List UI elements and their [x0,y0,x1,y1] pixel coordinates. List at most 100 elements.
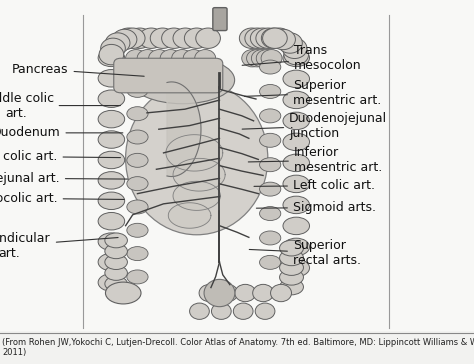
Ellipse shape [127,200,148,214]
Ellipse shape [195,50,216,67]
Ellipse shape [190,303,210,319]
Ellipse shape [267,28,292,48]
Ellipse shape [263,28,287,48]
Ellipse shape [261,28,286,48]
Ellipse shape [283,91,310,108]
Ellipse shape [98,90,125,107]
Ellipse shape [150,28,175,48]
Ellipse shape [256,50,277,67]
Ellipse shape [105,282,141,304]
Ellipse shape [98,233,125,250]
Ellipse shape [260,109,281,123]
Ellipse shape [260,182,281,196]
Text: Pancreas: Pancreas [12,63,144,76]
Polygon shape [173,158,225,191]
Ellipse shape [127,247,148,261]
Ellipse shape [283,175,310,193]
Ellipse shape [255,303,275,319]
Ellipse shape [211,303,231,319]
Polygon shape [168,203,211,228]
Ellipse shape [98,70,125,87]
Ellipse shape [105,255,128,269]
Ellipse shape [130,56,235,104]
Ellipse shape [105,244,128,259]
Ellipse shape [245,28,270,48]
Ellipse shape [162,28,186,48]
Ellipse shape [283,70,310,88]
Ellipse shape [172,50,192,67]
Ellipse shape [253,284,273,302]
Ellipse shape [98,131,125,148]
Ellipse shape [256,28,281,48]
Ellipse shape [105,276,128,291]
Ellipse shape [242,50,263,67]
Ellipse shape [271,29,295,50]
Ellipse shape [127,130,148,144]
Ellipse shape [98,253,125,271]
Ellipse shape [283,217,310,235]
Ellipse shape [98,151,125,169]
Text: Iliocolic art.: Iliocolic art. [0,192,124,205]
Text: Inferior
mesentric art.: Inferior mesentric art. [248,146,382,174]
Ellipse shape [149,50,170,67]
Ellipse shape [116,28,141,48]
Ellipse shape [271,284,292,302]
Ellipse shape [283,154,310,171]
Ellipse shape [246,50,267,67]
Ellipse shape [260,60,281,74]
Ellipse shape [120,28,145,48]
Ellipse shape [283,133,310,151]
Ellipse shape [127,153,148,167]
Ellipse shape [99,44,124,65]
Ellipse shape [127,83,148,97]
Ellipse shape [283,259,310,277]
Ellipse shape [250,28,275,48]
Ellipse shape [204,280,235,306]
Ellipse shape [127,223,148,237]
Text: Trans
mesocolon: Trans mesocolon [242,44,362,72]
Ellipse shape [280,269,303,285]
FancyBboxPatch shape [213,8,227,31]
Ellipse shape [260,84,281,98]
Ellipse shape [98,172,125,189]
Ellipse shape [260,133,281,147]
Ellipse shape [280,250,303,266]
Ellipse shape [284,44,309,65]
Ellipse shape [127,177,148,191]
Polygon shape [173,181,220,210]
Ellipse shape [184,28,209,48]
Ellipse shape [112,29,137,50]
Ellipse shape [260,256,281,269]
Ellipse shape [105,33,130,53]
Ellipse shape [139,28,164,48]
Ellipse shape [233,303,253,319]
Ellipse shape [283,112,310,130]
Ellipse shape [280,240,303,256]
Polygon shape [166,135,223,171]
Ellipse shape [261,50,282,67]
Text: Superior
rectal arts.: Superior rectal arts. [249,239,361,267]
Text: Middle colic
art.: Middle colic art. [0,92,120,119]
Ellipse shape [278,33,302,53]
Ellipse shape [127,107,148,121]
Ellipse shape [127,270,148,284]
Ellipse shape [251,50,273,67]
FancyBboxPatch shape [0,0,474,331]
Ellipse shape [105,233,128,248]
Ellipse shape [283,196,310,214]
Text: Duodenum: Duodenum [0,126,123,139]
Ellipse shape [173,28,198,48]
Text: Left colic art.: Left colic art. [254,179,375,192]
Text: Sigmoid arts.: Sigmoid arts. [256,201,376,214]
Ellipse shape [126,50,146,67]
Ellipse shape [260,158,281,172]
Ellipse shape [235,284,256,302]
Ellipse shape [196,28,220,48]
Ellipse shape [127,60,148,74]
Text: Appendicular
art.: Appendicular art. [0,232,118,260]
Ellipse shape [217,284,238,302]
Ellipse shape [199,284,220,302]
Ellipse shape [283,38,307,59]
Ellipse shape [98,110,125,128]
Text: Superior
mesentric art.: Superior mesentric art. [245,79,381,107]
